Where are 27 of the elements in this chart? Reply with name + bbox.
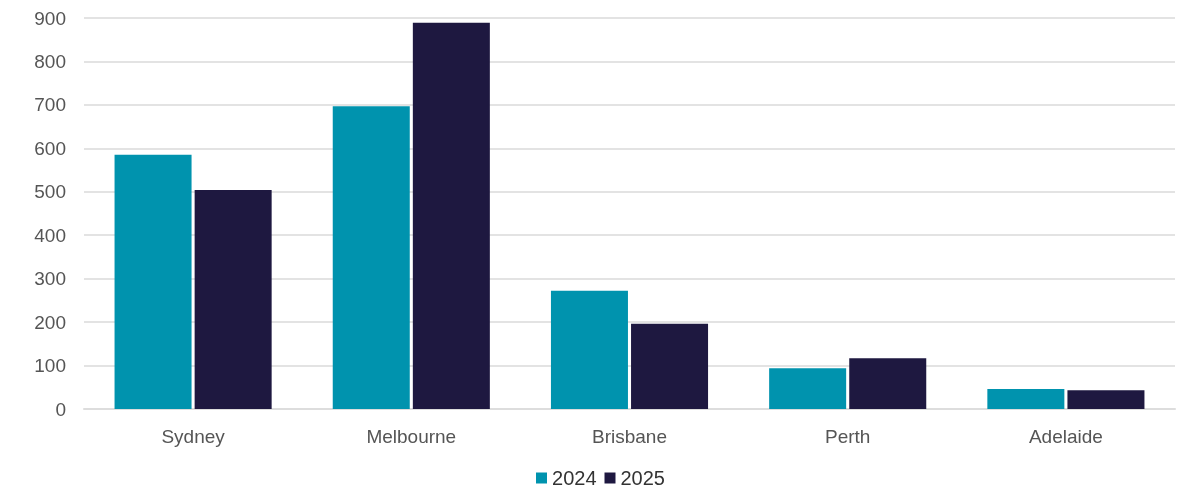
y-tick-label: 400 — [34, 224, 66, 246]
bar — [550, 290, 628, 409]
y-tick-label: 800 — [34, 50, 66, 72]
x-tick-label: Adelaide — [1028, 426, 1103, 447]
y-tick-label: 0 — [55, 398, 66, 420]
legend-label: 2025 — [620, 467, 665, 489]
bar — [849, 358, 927, 409]
x-tick-label: Brisbane — [592, 426, 667, 447]
legend-label: 2024 — [552, 467, 597, 489]
bar — [412, 22, 490, 409]
bar — [194, 190, 272, 409]
bar — [631, 323, 709, 409]
x-tick-label: Melbourne — [366, 426, 457, 447]
bar — [1067, 390, 1145, 409]
bar — [332, 106, 410, 409]
y-tick-label: 900 — [34, 7, 66, 29]
y-tick-label: 500 — [34, 181, 66, 203]
bar — [114, 154, 192, 409]
y-tick-label: 300 — [34, 268, 66, 290]
y-tick-label: 100 — [34, 355, 66, 377]
bar — [987, 389, 1065, 409]
y-tick-label: 600 — [34, 137, 66, 159]
y-tick-label: 700 — [34, 94, 66, 116]
x-tick-label: Sydney — [161, 426, 226, 447]
y-tick-label: 200 — [34, 311, 66, 333]
x-tick-label: Perth — [824, 426, 871, 447]
bar — [769, 368, 847, 409]
